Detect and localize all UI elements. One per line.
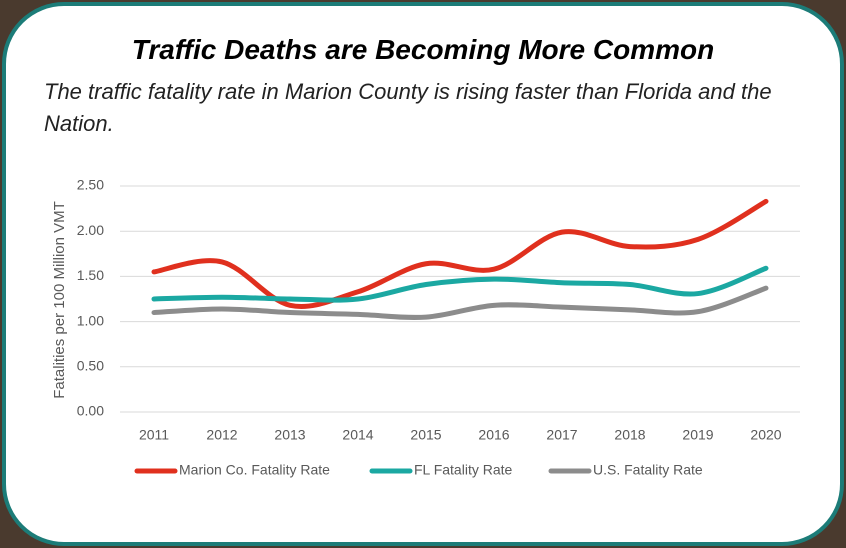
x-tick-label: 2013 xyxy=(274,427,305,443)
x-tick-label: 2016 xyxy=(478,427,509,443)
x-tick-label: 2015 xyxy=(410,427,441,443)
y-tick-label: 1.50 xyxy=(77,267,104,283)
legend-label: FL Fatality Rate xyxy=(414,462,513,478)
page: {"chart_data": {"type": "line", "title":… xyxy=(0,0,846,548)
x-tick-label: 2014 xyxy=(342,427,373,443)
x-tick-label: 2020 xyxy=(750,427,781,443)
y-tick-label: 0.00 xyxy=(77,403,104,419)
chart: Fatalities per 100 Million VMT 0.00 0.50 1… xyxy=(0,0,846,548)
y-tick-label: 0.50 xyxy=(77,358,104,374)
y-tick-label: 2.50 xyxy=(77,177,104,193)
legend-label: Marion Co. Fatality Rate xyxy=(179,462,330,478)
x-tick-label: 2011 xyxy=(139,427,169,443)
x-tick-label: 2018 xyxy=(614,427,645,443)
x-tick-label: 2017 xyxy=(546,427,577,443)
y-tick-label: 2.00 xyxy=(77,222,104,238)
x-tick-label: 2019 xyxy=(682,427,713,443)
x-tick-label: 2012 xyxy=(206,427,237,443)
y-axis-label: Fatalities per 100 Million VMT xyxy=(51,201,68,399)
legend-label: U.S. Fatality Rate xyxy=(593,462,703,478)
y-tick-label: 1.00 xyxy=(77,312,104,328)
